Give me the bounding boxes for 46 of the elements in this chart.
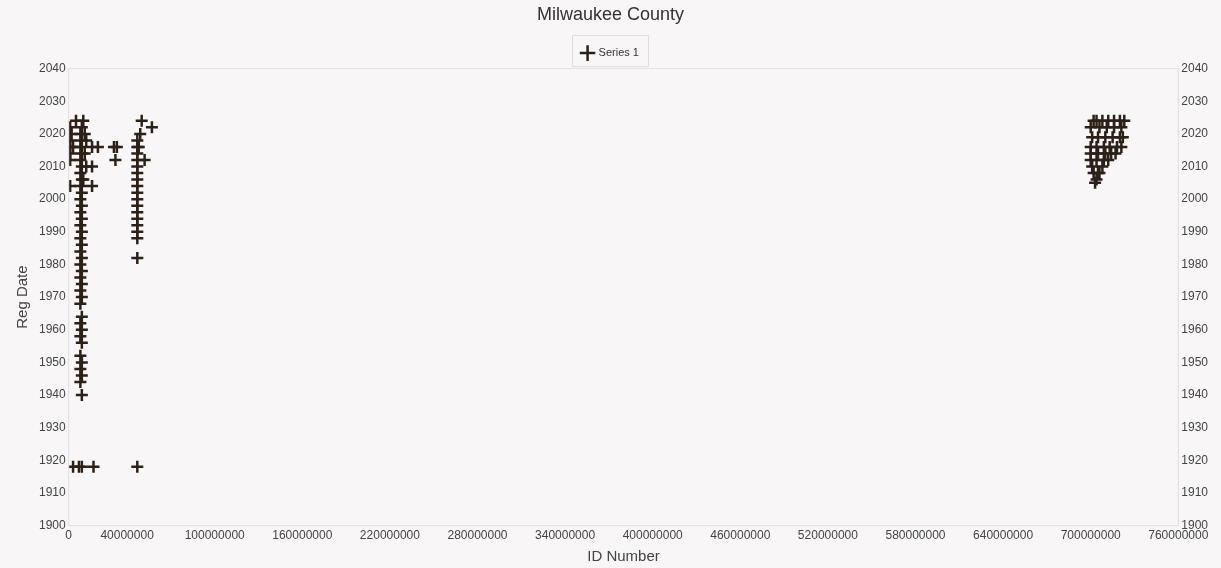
chart-title: Milwaukee County (536, 3, 685, 24)
y-tick-label: 1910 (38, 485, 67, 500)
y-tick-label: 2010 (38, 158, 67, 173)
y-tick-label: 2000 (38, 191, 67, 206)
y2-tick-label: 1970 (1181, 289, 1209, 304)
y-tick-label: 1960 (38, 322, 67, 337)
x-tick-label: 100000000 (184, 528, 246, 543)
y-tick-label: 1950 (38, 354, 67, 369)
y2-tick-label: 2040 (1181, 60, 1209, 75)
y-tick-label: 2030 (38, 93, 67, 108)
y-tick-label: 1940 (38, 387, 67, 402)
y-tick-label: 1990 (38, 224, 67, 239)
y2-tick-label: 2020 (1181, 126, 1209, 141)
y-tick-label: 1930 (38, 419, 67, 434)
x-tick-label: 280000000 (447, 528, 508, 543)
y2-tick-label: 1960 (1181, 322, 1209, 337)
y2-tick-label: 1990 (1181, 224, 1209, 239)
y-tick-label: 1980 (38, 256, 67, 271)
y2-tick-label: 1940 (1181, 387, 1209, 402)
x-tick-label: 160000000 (272, 528, 333, 543)
legend-label: Series 1 (598, 46, 639, 59)
y2-tick-label: 1950 (1181, 354, 1209, 369)
y2-tick-label: 2000 (1181, 191, 1209, 206)
y-axis-title: Reg Date (13, 265, 31, 329)
y2-tick-label: 1910 (1181, 485, 1209, 500)
y-tick-label: 1900 (38, 517, 67, 532)
y-tick-label: 2040 (38, 60, 67, 75)
y2-tick-label: 1980 (1181, 256, 1209, 271)
x-tick-label: 700000000 (1060, 528, 1122, 543)
x-tick-label: 580000000 (885, 528, 946, 543)
y2-tick-label: 1920 (1181, 452, 1209, 467)
x-tick-label: 220000000 (359, 528, 421, 543)
x-tick-label: 400000000 (622, 528, 684, 543)
y-tick-label: 1970 (38, 289, 67, 304)
x-tick-label: 460000000 (710, 528, 771, 543)
y2-tick-label: 2030 (1181, 93, 1209, 108)
x-tick-label: 340000000 (535, 528, 596, 543)
x-tick-label: 40000000 (100, 528, 155, 543)
y-tick-label: 1920 (38, 452, 67, 467)
x-axis-title: ID Number (587, 547, 660, 565)
y2-tick-label: 2010 (1181, 158, 1209, 173)
x-tick-label: 640000000 (973, 528, 1034, 543)
y-tick-label: 2020 (38, 126, 67, 141)
x-tick-label: 0 (65, 528, 73, 543)
x-tick-label: 520000000 (797, 528, 859, 543)
y2-tick-label: 1930 (1181, 419, 1209, 434)
